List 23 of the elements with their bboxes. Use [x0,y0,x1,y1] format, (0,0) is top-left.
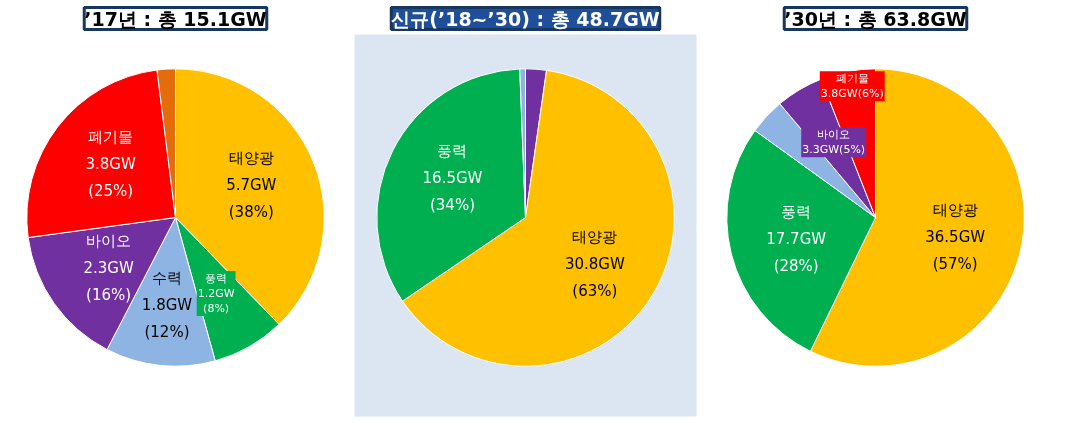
slice-label: 태양광 [572,227,618,246]
slice-label: 태양광 [932,201,978,220]
data-label: 3.3GW(5%) [802,143,866,157]
slice-label: 폐기물 [835,72,869,86]
slice-label: 바이오 [817,128,851,142]
slice-label: 태양광 [228,148,274,167]
slice-label: 풍력 [437,142,468,161]
data-label: 3.8GW (25%) [85,155,136,201]
slice-label: 풍력 [205,272,228,286]
data-label: 1.2GW (8%) [197,287,235,315]
data-label: 5.7GW (38%) [226,175,277,221]
slice-label: 풍력 [781,202,812,221]
data-label: 3.8GW(6%) [820,87,884,101]
slice-label: 수력 [152,268,183,287]
data-label: 36.5GW (57%) [925,228,986,274]
chart-title: 신규(’18~’30) : 총 48.7GW [391,7,660,30]
data-label: 17.7GW (28%) [766,229,827,275]
data-label: 1.8GW (12%) [141,295,193,341]
slice-label: 폐기물 [88,128,134,147]
slice-label: 바이오 [86,231,132,250]
data-label: 2.3GW (16%) [83,258,134,304]
data-label: 30.8GW (63%) [564,254,625,300]
data-label: 16.5GW (34%) [422,169,483,215]
